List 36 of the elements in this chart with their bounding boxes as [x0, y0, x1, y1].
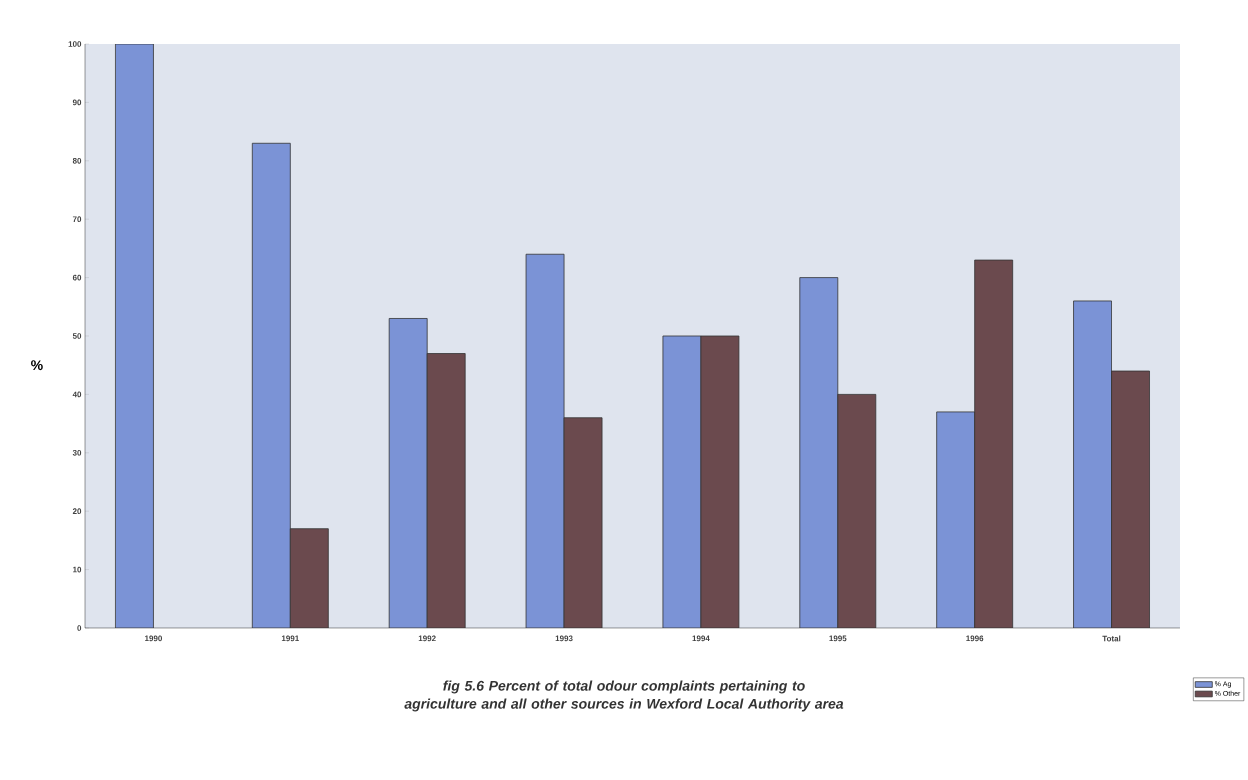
bar: [700, 335, 740, 628]
x-tick-label: 1991: [281, 635, 299, 642]
y-tick-label: 30: [72, 449, 82, 456]
bar: [251, 142, 291, 628]
x-tick-label: 1990: [145, 635, 163, 642]
bar: [563, 417, 603, 628]
bar: [1111, 370, 1150, 628]
y-tick-label: 90: [72, 99, 82, 106]
x-tick-label: 1993: [555, 635, 573, 642]
bar: [799, 277, 839, 628]
y-axis-title: %: [31, 360, 43, 371]
x-tick-label: 1994: [692, 635, 710, 642]
y-tick-label: 20: [72, 508, 82, 515]
y-tick-label: 10: [73, 566, 82, 573]
y-tick-label: 0: [77, 625, 82, 631]
bar: [1073, 300, 1112, 628]
bar: [115, 44, 154, 628]
x-tick-label: 1992: [418, 635, 436, 642]
bar: [936, 411, 976, 628]
y-tick-label: 80: [72, 157, 82, 164]
bar: [388, 318, 428, 628]
y-tick-label: 70: [72, 216, 82, 223]
y-tick-label: 100: [68, 41, 82, 47]
y-tick-label: 40: [72, 391, 82, 398]
bar: [426, 353, 466, 628]
x-tick-label: Total: [1102, 635, 1121, 642]
y-tick-label: 50: [72, 333, 82, 339]
bar: [662, 335, 702, 628]
y-tick-label: 60: [72, 274, 82, 281]
bar: [837, 394, 877, 628]
text: fig 5.6 Percent of total odour complaints pertaining to agriculture and all other sources in Wexford Local Authority area: [404, 680, 844, 712]
bar: [525, 253, 565, 628]
bar: [289, 528, 329, 628]
bar: [974, 259, 1014, 628]
x-tick-label: 1996: [966, 635, 984, 642]
x-tick-label: 1995: [829, 635, 847, 642]
